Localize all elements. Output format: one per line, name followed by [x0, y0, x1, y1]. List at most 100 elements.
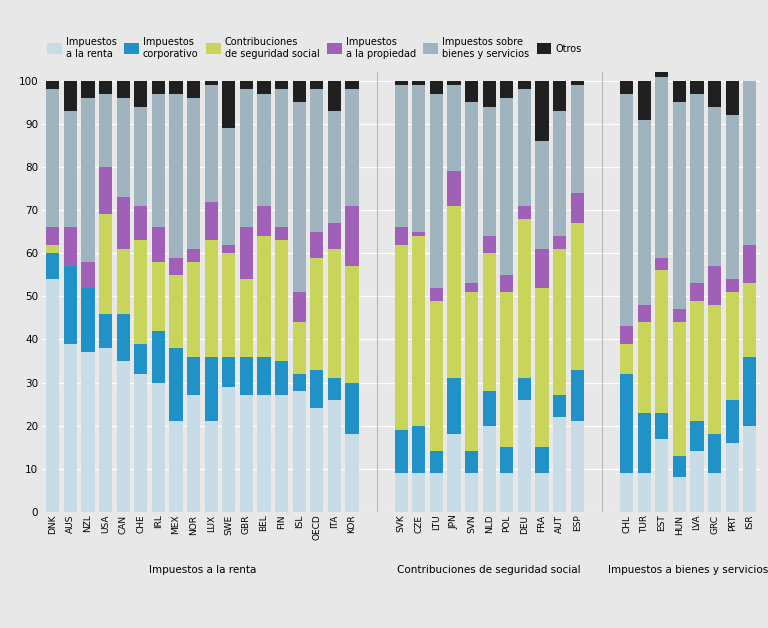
Bar — [518, 400, 531, 512]
Bar — [328, 249, 341, 378]
Bar — [170, 275, 183, 348]
Bar — [673, 81, 686, 102]
Bar — [152, 331, 165, 382]
Bar — [64, 344, 77, 512]
Bar — [99, 214, 112, 313]
Bar — [620, 473, 633, 512]
Bar — [346, 434, 359, 512]
Bar — [482, 236, 496, 253]
Bar — [448, 85, 461, 171]
Bar — [293, 81, 306, 102]
Bar — [430, 94, 443, 288]
Bar — [395, 430, 408, 473]
Bar — [412, 232, 425, 236]
Text: Impuestos a bienes y servicios: Impuestos a bienes y servicios — [608, 565, 768, 575]
Bar — [293, 102, 306, 292]
Bar — [222, 128, 236, 245]
Bar — [81, 352, 94, 512]
Bar — [690, 301, 703, 421]
Bar — [99, 313, 112, 348]
Bar — [170, 81, 183, 94]
Bar — [553, 111, 566, 236]
Bar — [743, 245, 756, 283]
Bar — [310, 370, 323, 408]
Bar — [134, 374, 147, 512]
Bar — [222, 387, 236, 512]
Bar — [99, 348, 112, 512]
Bar — [637, 473, 650, 512]
Bar — [673, 456, 686, 477]
Bar — [152, 382, 165, 512]
Bar — [465, 102, 478, 283]
Bar — [310, 257, 323, 370]
Bar — [293, 322, 306, 374]
Bar — [743, 426, 756, 512]
Bar — [240, 396, 253, 512]
Bar — [412, 426, 425, 473]
Bar — [571, 421, 584, 512]
Bar — [482, 107, 496, 236]
Bar — [328, 378, 341, 400]
Bar — [170, 257, 183, 275]
Bar — [518, 81, 531, 89]
Bar — [328, 81, 341, 111]
Bar — [117, 361, 130, 512]
Bar — [346, 206, 359, 266]
Bar — [673, 309, 686, 322]
Bar — [395, 473, 408, 512]
Bar — [99, 167, 112, 214]
Bar — [257, 357, 270, 396]
Bar — [395, 227, 408, 245]
Bar — [620, 81, 633, 94]
Bar — [465, 283, 478, 292]
Bar — [535, 288, 548, 447]
Bar — [708, 81, 721, 107]
Bar — [222, 245, 236, 253]
Bar — [535, 473, 548, 512]
Bar — [553, 249, 566, 396]
Bar — [134, 81, 147, 107]
Bar — [204, 421, 218, 512]
Bar — [395, 245, 408, 430]
Bar — [204, 202, 218, 241]
Bar — [170, 348, 183, 421]
Bar — [204, 81, 218, 85]
Bar — [708, 266, 721, 305]
Bar — [465, 292, 478, 452]
Bar — [46, 227, 59, 245]
Bar — [726, 279, 739, 292]
Bar — [275, 361, 288, 396]
Bar — [275, 241, 288, 361]
Bar — [275, 396, 288, 512]
Bar — [257, 94, 270, 206]
Bar — [134, 241, 147, 344]
Bar — [170, 421, 183, 512]
Bar — [465, 81, 478, 102]
Bar — [187, 396, 200, 512]
Bar — [430, 81, 443, 94]
Bar — [637, 413, 650, 473]
Bar — [571, 193, 584, 223]
Text: Contribuciones de seguridad social: Contribuciones de seguridad social — [398, 565, 581, 575]
Bar — [448, 81, 461, 85]
Bar — [690, 81, 703, 94]
Bar — [448, 434, 461, 512]
Bar — [346, 89, 359, 206]
Bar — [690, 283, 703, 301]
Bar — [553, 396, 566, 417]
Bar — [81, 262, 94, 288]
Bar — [346, 81, 359, 89]
Bar — [571, 370, 584, 421]
Bar — [81, 81, 94, 98]
Bar — [500, 447, 514, 473]
Bar — [430, 452, 443, 473]
Bar — [187, 262, 200, 357]
Bar — [673, 322, 686, 456]
Bar — [412, 81, 425, 85]
Bar — [500, 275, 514, 292]
Bar — [482, 426, 496, 512]
Bar — [293, 391, 306, 512]
Bar — [257, 396, 270, 512]
Bar — [152, 81, 165, 94]
Bar — [328, 223, 341, 249]
